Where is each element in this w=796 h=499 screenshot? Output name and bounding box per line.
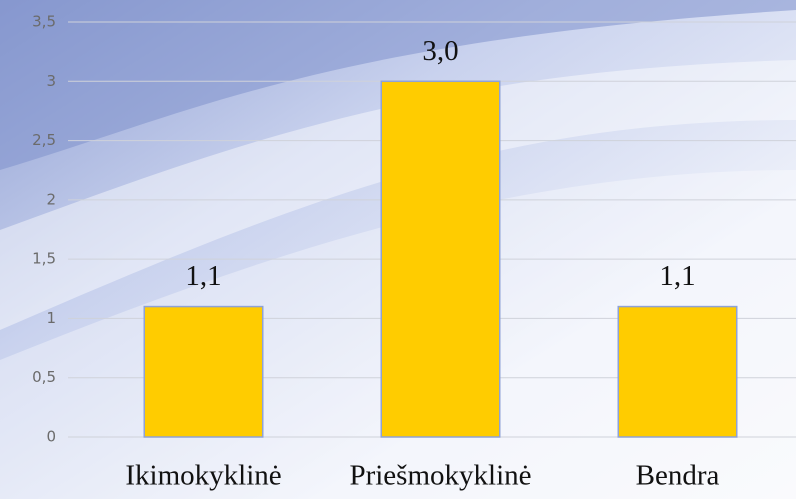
y-tick-label: 2,5 bbox=[32, 131, 56, 149]
y-tick-label: 1 bbox=[46, 309, 56, 327]
y-tick-label: 3,5 bbox=[32, 13, 56, 31]
y-tick-label: 2 bbox=[46, 190, 56, 208]
bar bbox=[617, 305, 738, 438]
y-tick-label: 0 bbox=[46, 428, 56, 446]
value-label: 1,1 bbox=[659, 260, 695, 292]
y-tick-label: 0,5 bbox=[32, 368, 56, 386]
wave bbox=[0, 0, 796, 170]
wave bbox=[0, 60, 796, 330]
bar bbox=[143, 305, 264, 438]
value-label: 3,0 bbox=[422, 35, 458, 67]
x-tick-label: Ikimokyklinė bbox=[125, 460, 281, 492]
bar bbox=[380, 80, 501, 438]
y-tick-label: 1,5 bbox=[32, 250, 56, 268]
y-tick-label: 3 bbox=[46, 72, 56, 90]
x-tick-label: Bendra bbox=[636, 460, 720, 492]
x-tick-label: Priešmokyklinė bbox=[349, 460, 531, 492]
value-label: 1,1 bbox=[185, 260, 221, 292]
